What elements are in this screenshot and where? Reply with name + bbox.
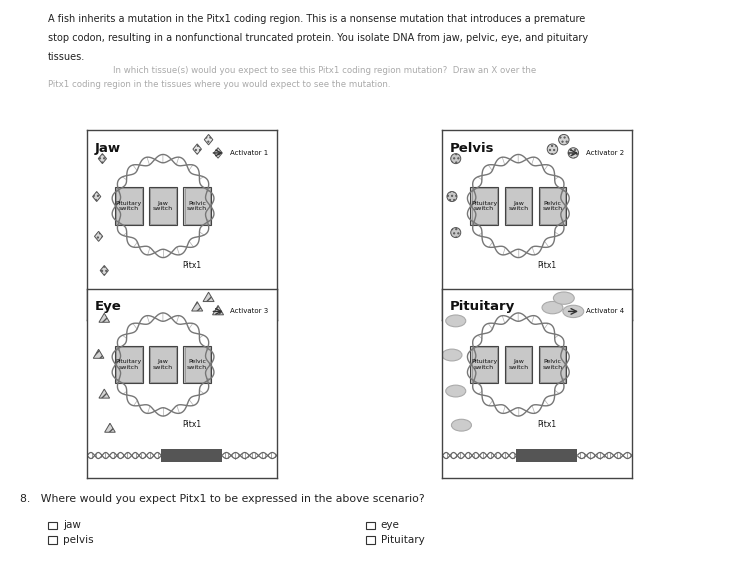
Bar: [516, 291, 577, 303]
Text: Jaw
switch: Jaw switch: [153, 359, 173, 370]
Text: eye: eye: [381, 520, 400, 530]
Text: jaw: jaw: [63, 520, 80, 530]
Text: stop codon, resulting in a nonfunctional truncated protein. You isolate DNA from: stop codon, resulting in a nonfunctional…: [48, 33, 588, 43]
Bar: [471, 347, 497, 382]
Circle shape: [548, 144, 558, 155]
Circle shape: [451, 153, 461, 164]
Text: Pituitary
switch: Pituitary switch: [115, 359, 142, 370]
Circle shape: [451, 228, 461, 238]
Polygon shape: [203, 292, 214, 302]
Text: Pelvis: Pelvis: [450, 142, 495, 155]
Text: In which tissue(s) would you expect to see this Pitx1 coding region mutation?  D: In which tissue(s) would you expect to s…: [113, 66, 537, 75]
Ellipse shape: [563, 305, 584, 318]
Text: Activator 2: Activator 2: [586, 150, 624, 156]
Bar: [539, 187, 567, 225]
Ellipse shape: [542, 302, 563, 314]
Polygon shape: [204, 135, 213, 145]
Bar: [185, 347, 210, 382]
Bar: [185, 188, 210, 224]
Text: Pelvic
switch: Pelvic switch: [187, 359, 208, 370]
Text: tissues.: tissues.: [48, 52, 85, 62]
Bar: [149, 187, 177, 225]
Polygon shape: [100, 265, 108, 276]
Bar: [149, 345, 177, 384]
Text: Jaw
switch: Jaw switch: [508, 359, 529, 370]
Text: Pitx1: Pitx1: [537, 261, 556, 271]
Bar: [506, 188, 531, 224]
Text: Jaw
switch: Jaw switch: [508, 200, 529, 212]
Bar: [161, 449, 221, 462]
Polygon shape: [99, 389, 110, 398]
Polygon shape: [213, 148, 222, 158]
Bar: [540, 188, 565, 224]
Ellipse shape: [553, 292, 575, 305]
Bar: [471, 345, 498, 384]
Text: Pitx1: Pitx1: [182, 420, 201, 429]
Text: Activator 4: Activator 4: [586, 308, 624, 315]
Text: Jaw
switch: Jaw switch: [153, 200, 173, 212]
Bar: [115, 345, 143, 384]
Bar: [115, 187, 143, 225]
Ellipse shape: [452, 419, 471, 431]
Polygon shape: [192, 302, 202, 311]
Text: Pituitary
switch: Pituitary switch: [115, 200, 142, 212]
Polygon shape: [93, 191, 101, 201]
Bar: [504, 345, 532, 384]
Text: Activator 1: Activator 1: [230, 150, 268, 156]
Text: pelvis: pelvis: [63, 535, 94, 545]
Text: Pituitary
switch: Pituitary switch: [471, 200, 497, 212]
Bar: [161, 291, 221, 303]
Text: 8.   Where would you expect Pitx1 to be expressed in the above scenario?: 8. Where would you expect Pitx1 to be ex…: [20, 494, 425, 504]
Bar: [183, 345, 211, 384]
Text: A fish inherits a mutation in the Pitx1 coding region. This is a nonsense mutati: A fish inherits a mutation in the Pitx1 …: [48, 14, 585, 24]
Text: Pitx1: Pitx1: [537, 420, 556, 429]
Bar: [151, 347, 175, 382]
Text: Jaw: Jaw: [95, 142, 121, 155]
Text: Activator 3: Activator 3: [230, 308, 268, 315]
Polygon shape: [94, 231, 102, 241]
Polygon shape: [105, 423, 115, 432]
Text: Pelvic
switch: Pelvic switch: [542, 359, 563, 370]
Circle shape: [558, 135, 569, 145]
Ellipse shape: [446, 385, 466, 397]
Bar: [471, 187, 498, 225]
Circle shape: [568, 148, 578, 158]
Bar: [183, 187, 211, 225]
Ellipse shape: [446, 315, 466, 327]
Circle shape: [447, 191, 457, 201]
Text: Eye: Eye: [95, 300, 121, 313]
Bar: [506, 347, 531, 382]
Bar: [539, 345, 567, 384]
Text: Pelvic
switch: Pelvic switch: [187, 200, 208, 212]
Text: Pitx1 coding region in the tissues where you would expect to see the mutation.: Pitx1 coding region in the tissues where…: [48, 80, 390, 88]
Polygon shape: [193, 144, 202, 155]
Bar: [504, 187, 532, 225]
Text: Pituitary
switch: Pituitary switch: [471, 359, 497, 370]
Ellipse shape: [442, 349, 462, 361]
Bar: [116, 188, 142, 224]
Text: Pituitary: Pituitary: [381, 535, 425, 545]
Text: Pelvic
switch: Pelvic switch: [542, 200, 563, 212]
Polygon shape: [98, 153, 107, 164]
Polygon shape: [94, 349, 104, 358]
Bar: [151, 188, 175, 224]
Bar: [516, 449, 577, 462]
Polygon shape: [213, 306, 224, 315]
Bar: [116, 347, 142, 382]
Text: Pituitary: Pituitary: [450, 300, 515, 313]
Text: Pitx1: Pitx1: [182, 261, 201, 271]
Bar: [471, 188, 497, 224]
Bar: [540, 347, 565, 382]
Polygon shape: [99, 313, 110, 322]
